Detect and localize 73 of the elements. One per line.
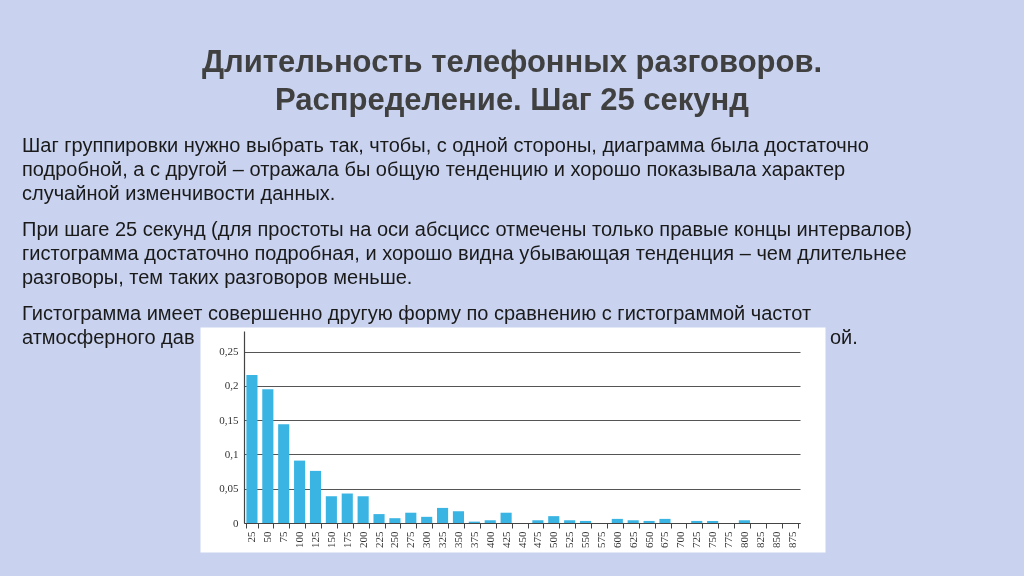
bar [389, 518, 401, 523]
text: Шаг группировки нужно выбрать так, чтобы, с одной стороны, диаграмма была достаточно подробной, а с другой – отражала бы общую тенденцию и хорошо показывала характер случайной изменчивости данных. [22, 134, 869, 204]
bar [437, 507, 449, 523]
bar [659, 518, 671, 523]
x-tick-label: 325 [436, 531, 449, 548]
x-tick-label: 725 [690, 531, 703, 548]
bar [421, 516, 433, 523]
x-tick-label: 750 [706, 531, 719, 548]
x-tick-label: 300 [420, 531, 433, 548]
bar [500, 512, 512, 523]
x-tick-label: 475 [531, 531, 544, 548]
chart-title: Длительность телефонных разговоров. Распределение. Шаг 25 секунд [201, 44, 823, 117]
x-tick-label: 700 [674, 531, 687, 548]
bar [373, 514, 385, 523]
text: При шаге 25 секунд (для простоты на оси абсцисс отмечены только правые концы интервалов) гистограмма достаточно подробная, и хорошо видна убывающая тенденция – чем длительнее разговоры, тем таких разговоров меньше. [22, 218, 912, 288]
bar [738, 520, 750, 523]
bar [564, 520, 576, 523]
x-tick-label: 100 [293, 531, 306, 548]
x-tick-label: 150 [324, 531, 337, 548]
x-tick-label: 675 [658, 531, 671, 548]
x-tick-label: 425 [499, 531, 512, 548]
x-tick-label: 525 [563, 531, 576, 548]
x-tick-label: 500 [547, 531, 560, 548]
y-tick-label: 0,15 [219, 413, 239, 426]
bar [309, 470, 322, 523]
x-tick-label: 450 [515, 531, 528, 548]
x-tick-label: 875 [785, 531, 798, 548]
bar [643, 520, 655, 523]
bar [246, 374, 258, 523]
x-tick-label: 575 [594, 531, 607, 548]
x-tick-label: 125 [308, 531, 321, 548]
bar [691, 520, 703, 523]
x-tick-label: 625 [626, 531, 639, 548]
bar [452, 511, 465, 523]
y-tick-label: 0 [233, 516, 239, 529]
bar [294, 460, 306, 523]
bar [325, 496, 337, 523]
x-tick-label: 25 [245, 531, 258, 543]
x-tick-label: 350 [451, 531, 464, 548]
bar [532, 520, 544, 523]
bar [262, 389, 274, 523]
x-tick-label: 850 [769, 531, 782, 548]
x-tick-label: 375 [467, 531, 480, 548]
x-tick-label: 75 [277, 531, 290, 543]
y-tick-label: 0,2 [224, 379, 239, 392]
bar [548, 516, 560, 523]
x-tick-label: 250 [388, 531, 401, 548]
x-tick-label: 800 [737, 531, 750, 548]
bar [579, 520, 592, 523]
x-tick-label: 200 [356, 531, 369, 548]
bar [707, 520, 719, 523]
x-tick-label: 825 [753, 531, 766, 548]
x-tick-label: 225 [372, 531, 385, 548]
bar [627, 520, 639, 523]
bar [357, 496, 369, 523]
y-tick-label: 0,05 [219, 482, 239, 495]
x-tick-label: 400 [483, 531, 496, 548]
bar [484, 520, 496, 523]
x-tick-label: 600 [610, 531, 623, 548]
bar [341, 493, 353, 523]
annotation: Гистограмма имеет совершенно другую форму по сравнению с гистограммой частот атмосферного дав [22, 302, 812, 348]
x-tick-label: 550 [579, 531, 592, 548]
bar [405, 512, 417, 523]
x-tick-label: 175 [340, 531, 353, 548]
x-tick-label: 50 [261, 531, 274, 543]
text: ой. [830, 326, 858, 348]
x-tick-label: 275 [404, 531, 417, 548]
x-tick-label: 650 [642, 531, 655, 548]
bar [611, 518, 623, 523]
y-tick-label: 0,1 [224, 447, 239, 460]
bar [278, 424, 290, 523]
x-tick-label: 775 [722, 531, 735, 548]
y-tick-label: 0,25 [219, 345, 239, 358]
